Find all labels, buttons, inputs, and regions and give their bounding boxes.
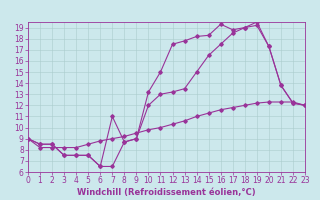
X-axis label: Windchill (Refroidissement éolien,°C): Windchill (Refroidissement éolien,°C) [77,188,256,197]
